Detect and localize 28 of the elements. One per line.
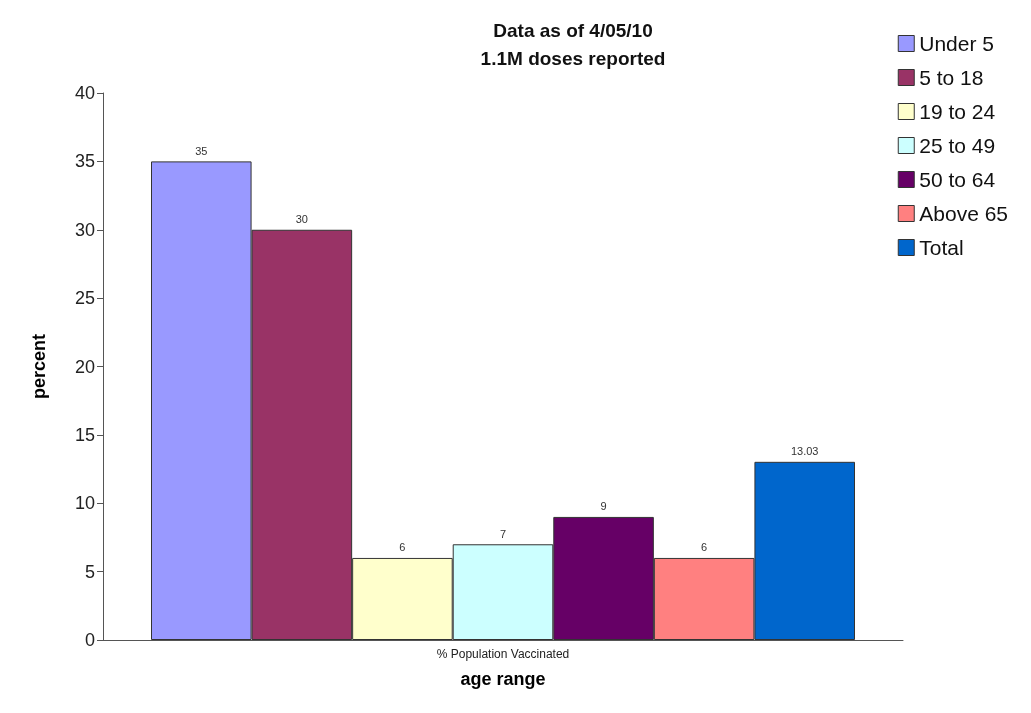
legend-label: 19 to 24 (919, 100, 996, 123)
data-label: 7 (499, 527, 507, 540)
chart-title: Data as of 4/05/10 (493, 20, 653, 41)
y-tick-label: 35 (74, 151, 95, 172)
y-tick-label: 20 (74, 356, 95, 377)
data-label: 6 (701, 541, 708, 554)
data-label: 13.03 (790, 445, 819, 458)
y-tick-label: 10 (74, 493, 95, 514)
y-axis-title: percent (29, 333, 49, 400)
legend-label: Total (919, 236, 964, 259)
y-tick-label: 40 (74, 83, 95, 103)
y-tick-label: 30 (74, 219, 95, 240)
legend-label: 50 to 64 (919, 168, 996, 191)
y-tick-label: 15 (74, 424, 95, 445)
legend-label: Above 65 (919, 202, 1009, 225)
y-tick-label: 0 (84, 630, 95, 650)
data-label: 35 (195, 144, 208, 157)
x-tick-label: % Population Vaccinated (436, 647, 570, 661)
legend-label: 25 to 49 (919, 134, 996, 157)
x-axis-title: age range (460, 669, 546, 689)
data-label: 6 (399, 541, 406, 554)
y-tick-label: 5 (84, 561, 95, 582)
data-label: 30 (295, 213, 308, 226)
data-label: 9 (600, 500, 607, 513)
legend-label: Under 5 (919, 32, 994, 55)
chart-subtitle: 1.1M doses reported (480, 48, 666, 69)
y-tick-label: 25 (74, 288, 95, 309)
legend-label: 5 to 18 (919, 66, 984, 89)
